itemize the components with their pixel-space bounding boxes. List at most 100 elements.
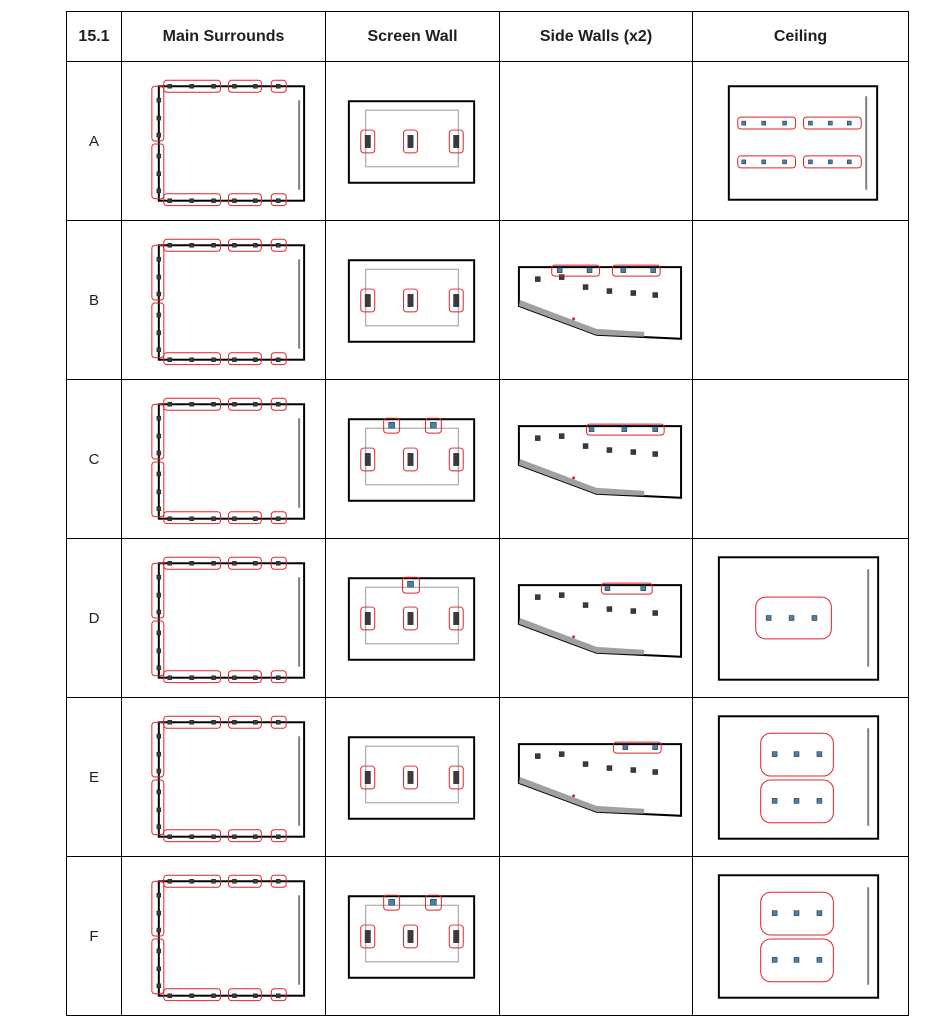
speaker-group-outline: [424, 417, 442, 434]
wall-outline: [347, 100, 476, 184]
speaker-group-outline: [403, 606, 418, 631]
speaker-icon: [156, 983, 162, 988]
speaker-group-outline: [151, 461, 165, 518]
speaker-icon: [771, 751, 778, 757]
screen-wall-diagram: [347, 100, 476, 184]
speaker-icon: [253, 84, 258, 89]
speaker-icon: [167, 243, 173, 248]
screen-speaker-1: [364, 771, 371, 784]
speaker-group-outline: [448, 606, 464, 631]
speaker-group-outline: [360, 447, 376, 472]
speaker-icon: [535, 753, 541, 759]
speaker-group-outline: [270, 511, 287, 525]
speaker-icon: [167, 198, 173, 203]
speaker-icon: [275, 198, 281, 203]
speaker-icon: [189, 561, 194, 566]
header-main-surrounds: Main Surrounds: [121, 11, 326, 62]
speaker-icon: [253, 243, 258, 248]
screen-wall-diagram-cell: [325, 61, 500, 221]
speaker-icon: [232, 402, 237, 407]
speaker-icon: [156, 97, 162, 103]
speaker-group-outline: [227, 829, 262, 843]
speaker-group-outline: [227, 988, 262, 1002]
screen-speaker-3: [453, 930, 460, 943]
speaker-icon: [156, 592, 162, 598]
speaker-icon: [652, 744, 658, 750]
speaker-group-outline: [802, 116, 862, 130]
ceiling-diagram-cell: [692, 697, 909, 857]
speaker-group-outline: [151, 143, 165, 200]
main-surrounds-diagram-cell: [121, 538, 326, 698]
ceiling-diagram: [717, 715, 880, 840]
speaker-group-outline: [151, 620, 165, 677]
screen-speaker-3: [453, 294, 460, 307]
speaker-icon: [275, 402, 281, 407]
speaker-group-outline: [270, 193, 287, 207]
speaker-icon: [189, 675, 194, 680]
speaker-group-outline: [163, 352, 222, 366]
room-outline: [157, 880, 306, 997]
speaker-group-outline: [151, 244, 165, 301]
main-surrounds-diagram: [151, 397, 306, 525]
speaker-group-outline: [403, 765, 418, 790]
speaker-group-outline: [448, 447, 464, 472]
listener-dot: [572, 317, 576, 321]
speaker-icon: [211, 675, 216, 680]
speaker-icon: [167, 834, 173, 839]
speaker-icon: [189, 198, 194, 203]
speaker-icon: [828, 120, 833, 126]
speaker-group-outline: [227, 670, 262, 684]
speaker-icon: [156, 291, 162, 297]
speaker-icon: [811, 615, 818, 621]
seating-slope: [518, 777, 645, 814]
speaker-icon: [535, 594, 541, 600]
speaker-group-outline: [448, 129, 464, 154]
speaker-icon: [253, 198, 258, 203]
speaker-icon: [630, 449, 637, 455]
speaker-group-outline: [270, 397, 287, 411]
speaker-group-outline: [403, 129, 418, 154]
speaker-icon: [816, 957, 823, 963]
speaker-group-outline: [360, 924, 376, 949]
speaker-icon: [793, 957, 800, 963]
speaker-group-outline: [151, 302, 165, 359]
seating-slope: [518, 459, 645, 496]
speaker-icon: [232, 516, 237, 521]
side-wall-outline: [517, 425, 683, 499]
speaker-icon: [275, 993, 281, 998]
ceiling-diagram: [693, 221, 908, 379]
speaker-icon: [156, 330, 162, 336]
speaker-icon: [275, 834, 281, 839]
speaker-group-outline: [755, 596, 832, 640]
speaker-icon: [156, 630, 162, 636]
speaker-icon: [782, 159, 787, 165]
speaker-icon: [771, 957, 778, 963]
speaker-icon: [156, 347, 162, 352]
screen-wall-diagram-cell: [325, 379, 500, 539]
speaker-icon: [253, 720, 258, 725]
main-surrounds-diagram-cell: [121, 379, 326, 539]
speaker-icon: [808, 120, 813, 126]
speaker-group-outline: [270, 670, 287, 684]
screen-speaker-3: [453, 612, 460, 625]
listener-dot: [572, 476, 576, 480]
speaker-icon: [622, 744, 629, 750]
screen-wall-diagram: [347, 576, 476, 661]
speaker-group-outline: [424, 894, 442, 911]
speaker-icon: [782, 120, 787, 126]
side-walls-diagram-cell: [499, 220, 693, 380]
speaker-group-outline: [163, 874, 222, 888]
speaker-icon: [816, 910, 823, 916]
speaker-group-outline: [151, 721, 165, 778]
listener-dot: [572, 794, 576, 798]
speaker-icon: [253, 675, 258, 680]
speaker-icon: [211, 720, 216, 725]
speaker-icon: [156, 609, 162, 615]
main-surrounds-diagram-cell: [121, 697, 326, 857]
speaker-icon: [652, 426, 658, 432]
screen-speaker-2: [407, 294, 414, 307]
speaker-group-outline: [403, 447, 418, 472]
speaker-group-outline: [270, 874, 287, 888]
speaker-icon: [582, 602, 589, 608]
row-label: D: [66, 538, 122, 698]
